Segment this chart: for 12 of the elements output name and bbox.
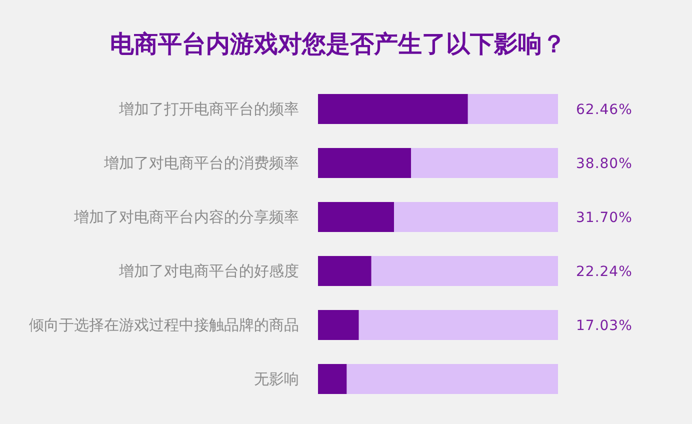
value-label: 31.70%	[576, 210, 632, 226]
value-label: 22.24%	[576, 264, 632, 280]
category-label: 倾向于选择在游戏过程中接触品牌的商品	[29, 316, 299, 334]
category-label: 无影响	[254, 370, 299, 388]
value-label: 17.03%	[576, 318, 632, 334]
category-label: 增加了对电商平台的消费频率	[104, 154, 299, 172]
title: 电商平台内游戏对您是否产生了以下影响？	[110, 30, 566, 58]
category-label: 增加了对电商平台内容的分享频率	[74, 208, 299, 226]
category-label: 增加了打开电商平台的频率	[119, 100, 299, 118]
value-label: 38.80%	[576, 156, 632, 172]
value-label: 62.46%	[576, 102, 632, 118]
category-label: 增加了对电商平台的好感度	[119, 262, 299, 280]
